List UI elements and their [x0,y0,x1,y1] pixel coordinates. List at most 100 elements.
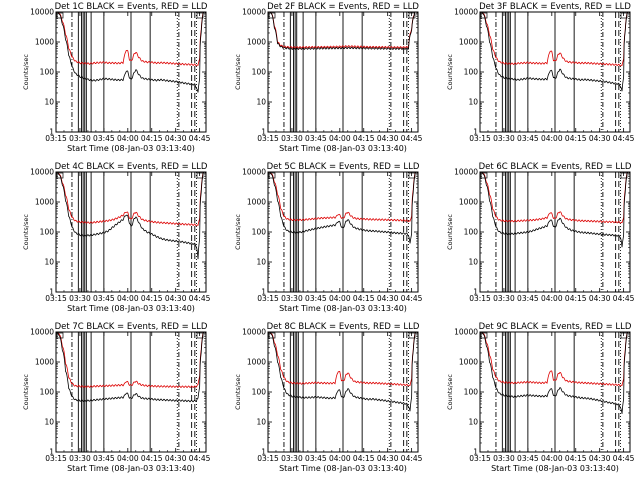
y-tick-label: 100 [40,68,55,77]
y-tick-label: 10000 [242,328,266,337]
y-tick-label: 1000 [459,358,478,367]
events-series-line [56,332,206,403]
y-tick-label: 10000 [30,328,54,337]
y-axis-label: Counts/sec [234,214,242,250]
y-axis-label: Counts/sec [22,54,30,90]
y-tick-label: 100 [464,388,479,397]
corner-box [56,12,64,19]
x-tick-label: 04:00 [329,454,351,463]
x-tick-label: 03:15 [257,134,279,143]
events-series-line [56,172,206,260]
corner-box [196,12,204,19]
lld-series-line [56,172,206,227]
x-tick-label: 04:30 [165,454,187,463]
lld-series-line [268,332,418,387]
x-tick-label: 03:30 [69,454,91,463]
y-tick-label: 10 [468,258,478,267]
corner-box [196,332,204,339]
x-tick-label: 03:30 [493,454,515,463]
x-tick-label: 04:15 [353,454,375,463]
axes-frame [55,11,207,133]
y-tick-label: 1 [49,288,54,297]
x-axis-label: Start Time (08-Jan-03 03:13:40) [491,464,619,473]
events-series-line [268,172,418,244]
x-axis-label: Start Time (08-Jan-03 03:13:40) [67,144,195,153]
x-tick-label: 04:15 [141,454,163,463]
y-tick-label: 10 [256,98,266,107]
y-tick-label: 10000 [30,168,54,177]
chart-title: Det 2F BLACK = Events, RED = LLD [267,2,419,12]
y-tick-label: 1000 [35,358,54,367]
x-tick-label: 04:00 [541,134,563,143]
y-axis-label: Counts/sec [446,54,454,90]
chart-title: Det 9C BLACK = Events, RED = LLD [479,322,632,332]
x-tick-label: 03:45 [305,134,327,143]
corner-box [56,332,64,339]
lld-series-line [480,12,630,67]
corner-box [408,12,416,19]
axes-frame [479,171,631,293]
x-tick-label: 03:30 [281,134,303,143]
x-axis-label: Start Time (08-Jan-03 03:13:40) [67,304,195,313]
chart-panel: Det 1C BLACK = Events, RED = LLD Counts/s… [22,2,211,153]
x-tick-label: 04:00 [329,294,351,303]
x-tick-label: 03:30 [69,134,91,143]
corner-box [620,172,628,179]
events-series-line [268,332,418,412]
y-axis-label: Counts/sec [22,214,30,250]
y-tick-label: 10 [468,98,478,107]
x-tick-label: 03:30 [281,294,303,303]
x-tick-label: 03:45 [305,454,327,463]
y-tick-label: 1 [473,288,478,297]
chart-title: Det 1C BLACK = Events, RED = LLD [55,2,208,12]
chart-title: Det 4C BLACK = Events, RED = LLD [55,162,208,172]
lld-series-line [480,172,630,224]
plot-area [56,172,206,292]
chart-title: Det 3F BLACK = Events, RED = LLD [479,2,631,12]
x-tick-label: 04:45 [613,294,635,303]
x-tick-label: 04:45 [401,134,423,143]
corner-box [408,332,416,339]
axes-frame [267,11,419,133]
y-tick-label: 1 [261,288,266,297]
x-tick-label: 03:15 [257,294,279,303]
x-tick-label: 03:45 [93,294,115,303]
x-axis-label: Start Time (08-Jan-03 03:13:40) [279,464,407,473]
lld-series-line [56,12,206,67]
y-tick-label: 10000 [454,328,478,337]
x-tick-label: 04:15 [565,454,587,463]
x-tick-label: 03:15 [45,134,67,143]
chart-panel: Det 4C BLACK = Events, RED = LLD Counts/s… [22,162,211,313]
y-tick-label: 1 [261,448,266,457]
x-tick-label: 04:30 [589,134,611,143]
x-tick-label: 04:15 [141,134,163,143]
y-tick-label: 10000 [242,8,266,17]
y-axis-label: Counts/sec [234,374,242,410]
y-tick-label: 10 [44,98,54,107]
axes-frame [479,331,631,453]
axes-frame [55,171,207,293]
x-tick-label: 03:15 [469,454,491,463]
events-series-line [268,12,418,50]
plot-area [56,332,206,452]
corner-box [268,332,276,339]
corner-box [480,332,488,339]
y-axis-label: Counts/sec [22,374,30,410]
x-tick-label: 04:45 [189,294,211,303]
x-axis-label: Start Time (08-Jan-03 03:13:40) [279,304,407,313]
y-tick-label: 1000 [459,38,478,47]
corner-box [408,172,416,179]
y-axis-label: Counts/sec [234,54,242,90]
plot-area [268,332,418,452]
y-tick-label: 100 [40,228,55,237]
x-tick-label: 03:45 [517,454,539,463]
y-tick-label: 10 [44,258,54,267]
x-tick-label: 03:15 [257,454,279,463]
x-tick-label: 04:15 [353,134,375,143]
chart-panel: Det 5C BLACK = Events, RED = LLD Counts/s… [234,162,423,313]
plot-area [480,12,630,132]
x-tick-label: 03:45 [305,294,327,303]
x-tick-label: 03:15 [469,134,491,143]
x-tick-label: 04:15 [565,134,587,143]
x-tick-label: 03:15 [45,454,67,463]
